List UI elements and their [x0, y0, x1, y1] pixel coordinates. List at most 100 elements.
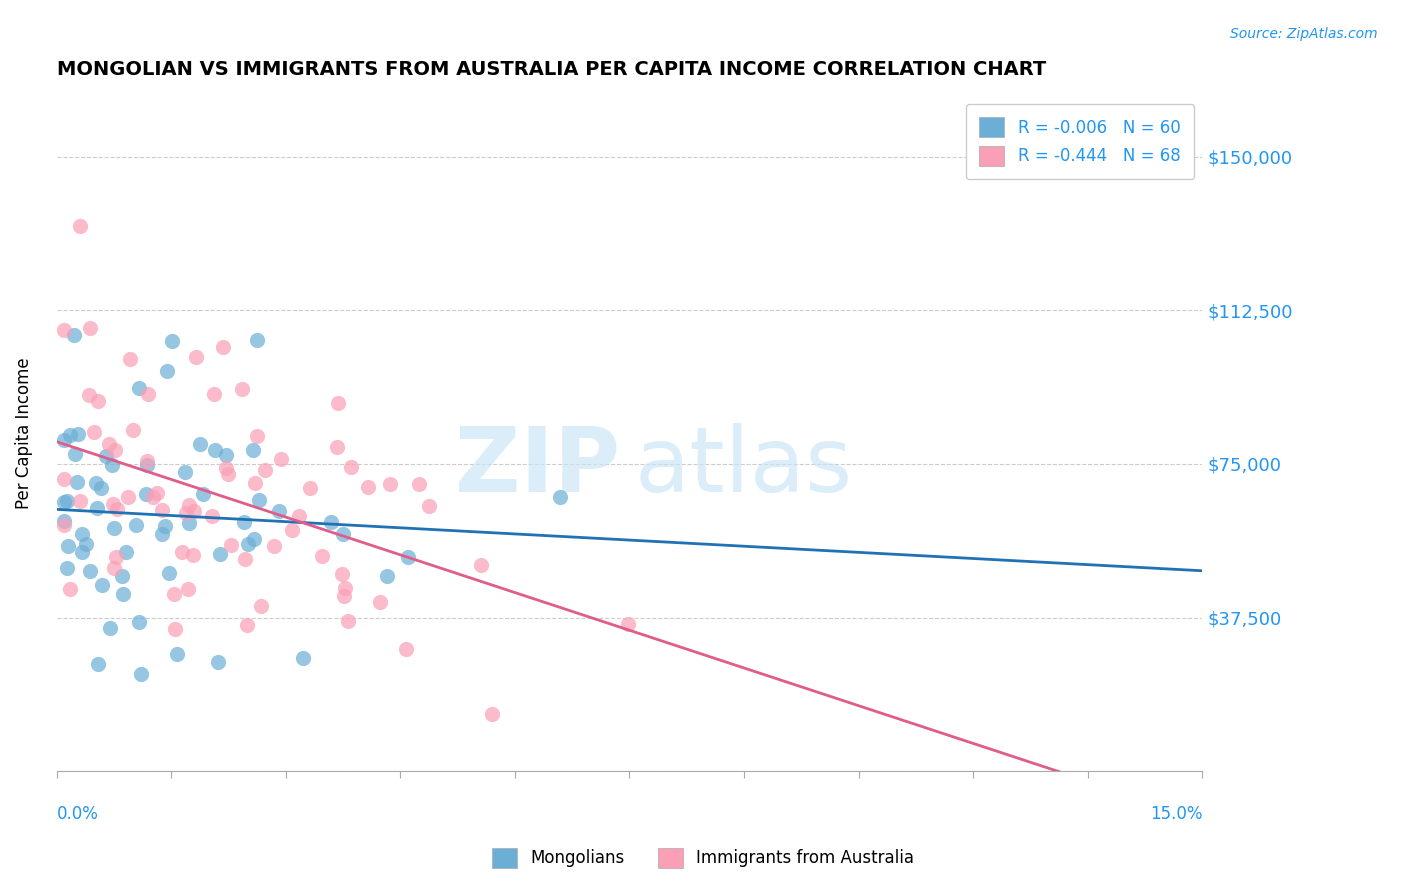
- Point: [377, 569, 399, 583]
- Point: [75, 536, 97, 550]
- Point: [84, 475, 107, 490]
- Point: [245, 475, 267, 490]
- Text: ZIP: ZIP: [456, 423, 620, 511]
- Point: [207, 655, 229, 669]
- Point: [215, 460, 238, 475]
- Point: [112, 587, 135, 601]
- Point: [155, 519, 177, 533]
- Point: [357, 480, 380, 494]
- Point: [332, 527, 354, 541]
- Point: [121, 423, 143, 437]
- Point: [86, 501, 108, 516]
- Point: [105, 550, 128, 565]
- Point: [204, 442, 226, 457]
- Point: [333, 581, 356, 595]
- Point: [163, 587, 186, 601]
- Point: [179, 498, 201, 512]
- Point: [270, 452, 292, 467]
- Point: [86, 657, 108, 671]
- Point: [212, 340, 235, 354]
- Point: [217, 467, 239, 482]
- Point: [174, 465, 197, 479]
- Point: [128, 382, 150, 396]
- Point: [163, 622, 186, 636]
- Point: [70, 527, 93, 541]
- Point: [129, 667, 152, 681]
- Point: [103, 560, 125, 574]
- Point: [136, 458, 159, 472]
- Point: [56, 539, 79, 553]
- Point: [90, 578, 112, 592]
- Point: [233, 551, 256, 566]
- Point: [136, 387, 159, 401]
- Point: [238, 537, 260, 551]
- Point: [135, 487, 157, 501]
- Legend: R = -0.006   N = 60, R = -0.444   N = 68: R = -0.006 N = 60, R = -0.444 N = 68: [966, 103, 1194, 179]
- Point: [90, 481, 112, 495]
- Point: [65, 447, 87, 461]
- Point: [141, 490, 163, 504]
- Point: [69, 219, 91, 234]
- Y-axis label: Per Capita Income: Per Capita Income: [15, 358, 32, 509]
- Point: [233, 516, 256, 530]
- Point: [246, 334, 269, 348]
- Point: [548, 491, 571, 505]
- Point: [395, 641, 418, 656]
- Point: [59, 428, 82, 442]
- Point: [236, 617, 259, 632]
- Point: [616, 616, 638, 631]
- Point: [280, 523, 302, 537]
- Point: [191, 487, 214, 501]
- Point: [177, 582, 200, 596]
- Point: [77, 388, 100, 402]
- Point: [319, 515, 342, 529]
- Point: [298, 481, 321, 495]
- Point: [103, 521, 125, 535]
- Point: [242, 442, 264, 457]
- Point: [101, 458, 124, 472]
- Point: [87, 394, 110, 409]
- Point: [53, 495, 76, 509]
- Point: [70, 545, 93, 559]
- Text: 15.0%: 15.0%: [1150, 805, 1202, 823]
- Point: [83, 425, 105, 439]
- Point: [146, 485, 169, 500]
- Point: [269, 504, 291, 518]
- Point: [333, 589, 356, 603]
- Point: [263, 539, 285, 553]
- Point: [246, 429, 269, 443]
- Point: [231, 383, 253, 397]
- Point: [53, 514, 76, 528]
- Point: [311, 549, 333, 563]
- Point: [53, 323, 76, 337]
- Point: [111, 569, 134, 583]
- Point: [66, 475, 89, 490]
- Point: [183, 504, 205, 518]
- Point: [330, 567, 353, 582]
- Point: [136, 454, 159, 468]
- Point: [66, 426, 89, 441]
- Point: [418, 499, 440, 513]
- Point: [481, 707, 503, 722]
- Point: [69, 494, 91, 508]
- Point: [287, 509, 309, 524]
- Point: [160, 334, 183, 348]
- Point: [105, 501, 128, 516]
- Point: [177, 516, 200, 531]
- Legend: Mongolians, Immigrants from Australia: Mongolians, Immigrants from Australia: [485, 841, 921, 875]
- Point: [53, 472, 76, 486]
- Point: [209, 548, 232, 562]
- Text: MONGOLIAN VS IMMIGRANTS FROM AUSTRALIA PER CAPITA INCOME CORRELATION CHART: MONGOLIAN VS IMMIGRANTS FROM AUSTRALIA P…: [56, 60, 1046, 78]
- Text: Source: ZipAtlas.com: Source: ZipAtlas.com: [1230, 27, 1378, 41]
- Point: [247, 492, 270, 507]
- Point: [186, 350, 208, 364]
- Point: [254, 463, 277, 477]
- Point: [156, 364, 179, 378]
- Point: [219, 538, 242, 552]
- Point: [117, 490, 139, 504]
- Point: [104, 442, 127, 457]
- Point: [150, 526, 173, 541]
- Point: [250, 599, 273, 613]
- Text: 0.0%: 0.0%: [56, 805, 98, 823]
- Point: [396, 550, 419, 565]
